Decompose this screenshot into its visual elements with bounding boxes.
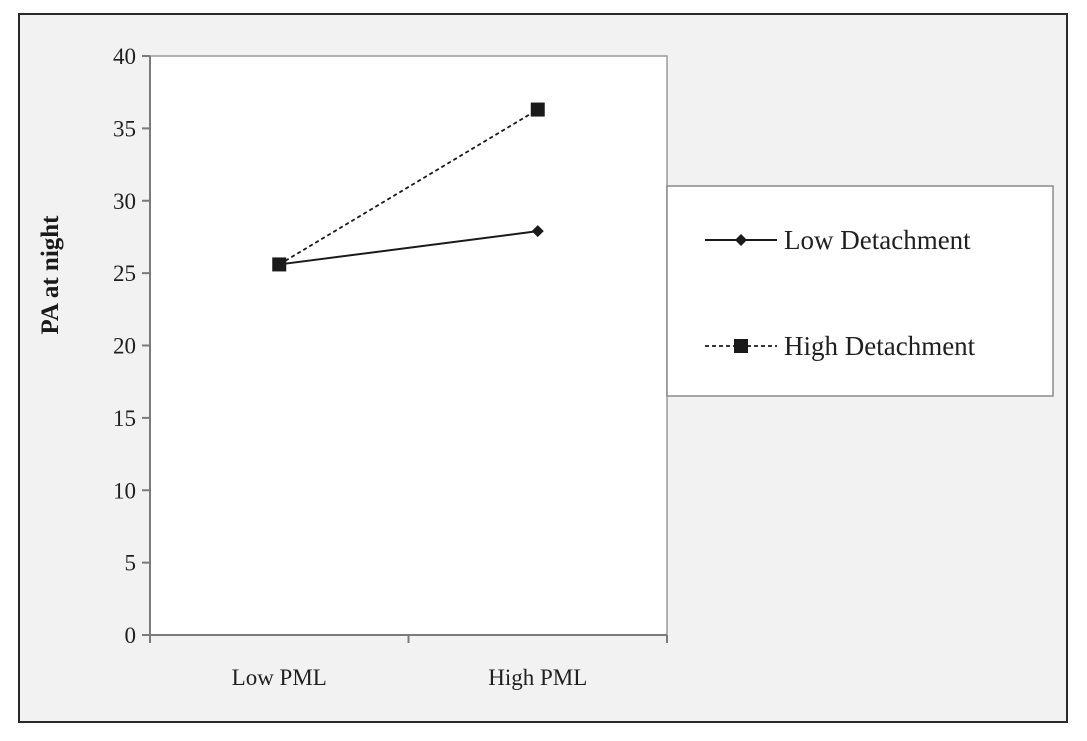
series-layer [272, 102, 545, 272]
legend-items: Low Detachment High Detachment [705, 225, 976, 361]
legend-item: Low Detachment [705, 225, 971, 255]
y-axis-title: PA at night [37, 215, 64, 335]
legend: Low Detachment High Detachment [666, 185, 1054, 397]
data-point-diamond [531, 225, 544, 238]
data-point-square [530, 102, 545, 117]
y-tick-label: 40 [113, 44, 136, 69]
x-axis-ticks: Low PML High PML [149, 635, 668, 690]
y-tick-label: 5 [125, 551, 137, 576]
legend-item: High Detachment [705, 331, 976, 361]
legend-swatch-marker [734, 339, 748, 353]
plot-area [149, 55, 668, 636]
y-tick-label: 0 [125, 623, 137, 648]
series-line [278, 108, 539, 266]
legend-label: Low Detachment [784, 225, 971, 255]
y-tick-label: 30 [113, 189, 136, 214]
legend-box [666, 185, 1054, 397]
y-axis-ticks: 0 5 10 15 20 25 30 35 40 [113, 44, 150, 648]
y-tick-label: 20 [113, 334, 136, 359]
y-tick-label: 35 [113, 116, 136, 141]
legend-label: High Detachment [784, 331, 976, 361]
legend-swatch-marker [735, 234, 747, 246]
y-tick-label: 25 [113, 261, 136, 286]
x-tick-label: Low PML [232, 665, 327, 690]
y-tick-label: 15 [113, 406, 136, 431]
x-tick-label: High PML [488, 665, 587, 690]
series-2 [272, 102, 545, 272]
series-line [279, 230, 538, 266]
y-tick-label: 10 [113, 478, 136, 503]
data-point-square [272, 257, 287, 272]
